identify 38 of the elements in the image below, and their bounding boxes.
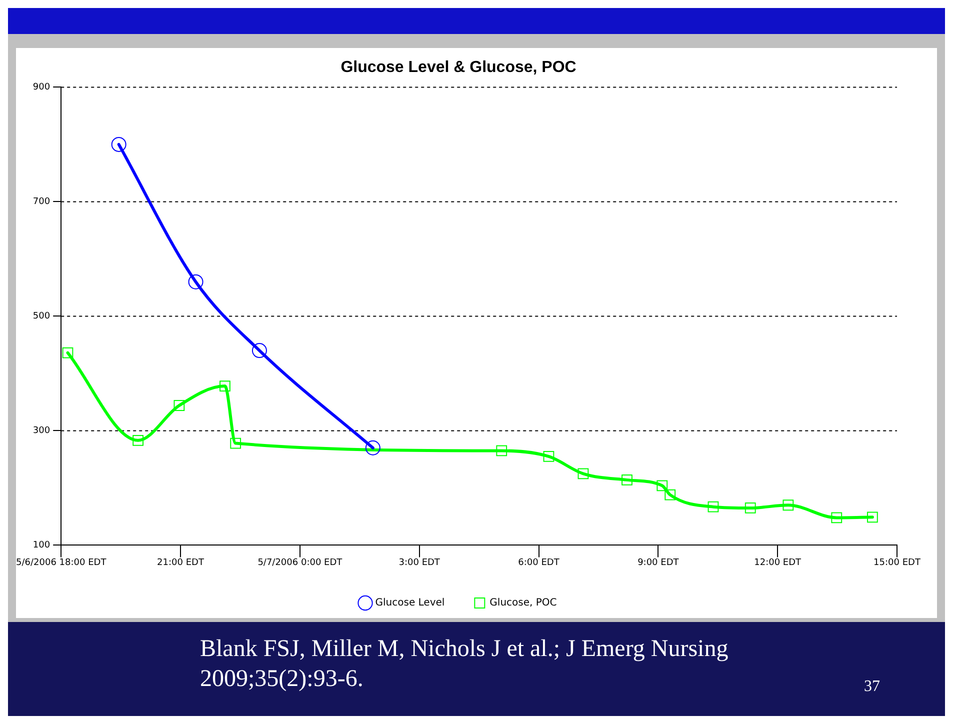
point xyxy=(708,501,719,512)
point xyxy=(578,468,589,480)
y-tick-label: 700 xyxy=(32,197,50,208)
legend-label: Glucose, POC xyxy=(490,598,557,609)
text: Blank FSJ, Miller M, Nichols J et al.; J Emerg Nursing 2009;35(2):93-6. xyxy=(200,635,730,694)
point xyxy=(365,440,380,456)
x-tick-label: 12:00 EDT xyxy=(754,558,802,568)
y-tick-label: 300 xyxy=(32,426,50,436)
point xyxy=(62,347,74,358)
x-tick-label: 6:00 EDT xyxy=(518,558,560,568)
point xyxy=(252,343,267,358)
x-tick-label: 5/7/2006 0:00 EDT xyxy=(258,558,343,568)
x-tick-label: 5/6/2006 18:00 EDT xyxy=(16,558,107,568)
point xyxy=(831,512,842,524)
point xyxy=(664,489,676,500)
point xyxy=(543,451,554,462)
x-tick-label: 15:00 EDT xyxy=(874,558,921,568)
chart-title: Glucose Level & Glucose, POC xyxy=(340,59,577,76)
point xyxy=(782,500,794,511)
point xyxy=(656,480,668,492)
point xyxy=(622,474,632,486)
x-tick-label: 21:00 EDT xyxy=(157,558,204,568)
text: 37 xyxy=(864,678,880,696)
point xyxy=(867,512,878,523)
y-tick-label: 500 xyxy=(32,312,50,322)
point xyxy=(132,434,144,446)
point xyxy=(220,380,230,392)
point xyxy=(496,445,508,456)
point xyxy=(744,502,756,514)
point xyxy=(188,274,204,290)
x-tick-label: 3:00 EDT xyxy=(398,558,440,568)
legend-label: Glucose Level xyxy=(375,598,445,609)
point xyxy=(111,136,126,152)
point xyxy=(174,400,185,411)
point xyxy=(230,438,242,449)
y-tick-label: 100 xyxy=(32,540,50,551)
y-tick-label: 900 xyxy=(32,82,50,93)
x-tick-label: 9:00 EDT xyxy=(638,558,680,568)
